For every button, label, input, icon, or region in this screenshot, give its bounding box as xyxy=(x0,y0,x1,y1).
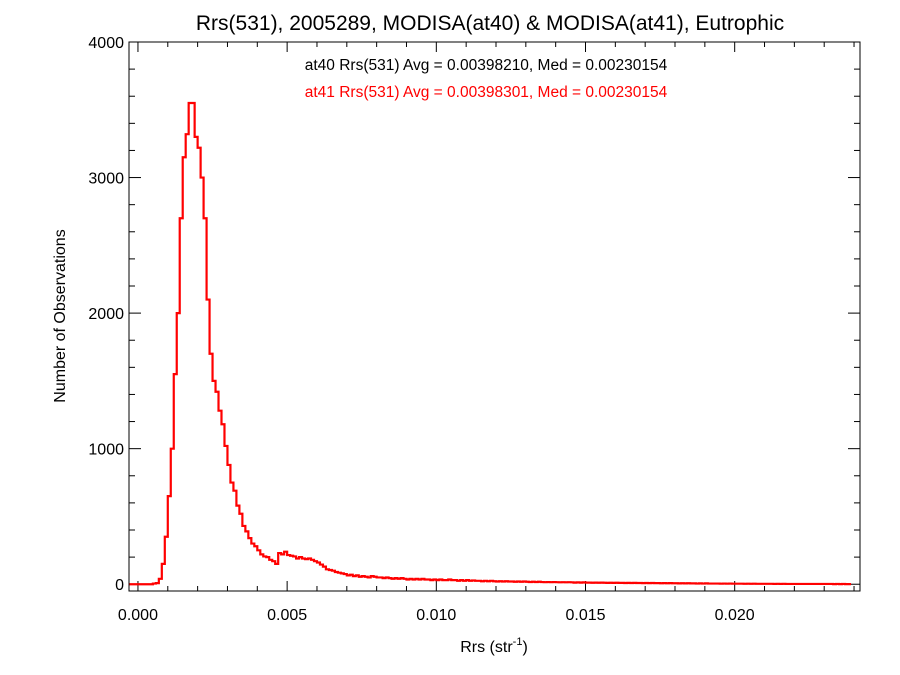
y-tick-label: 2000 xyxy=(88,306,124,323)
y-axis-label: Number of Observations xyxy=(52,229,69,402)
x-axis-label-suffix: ) xyxy=(522,639,527,656)
x-axis-label-main: Rrs (str xyxy=(460,639,513,656)
plot-frame xyxy=(128,41,861,592)
x-tick-label: 0.015 xyxy=(565,607,605,624)
x-axis-label-superscript: -1 xyxy=(513,636,523,648)
y-tick-label: 0 xyxy=(115,577,124,594)
x-tick-label: 0.000 xyxy=(118,607,158,624)
y-tick-label: 4000 xyxy=(88,35,124,52)
x-tick-label: 0.010 xyxy=(416,607,456,624)
y-tick-label: 3000 xyxy=(88,171,124,188)
annotation-at41: at41 Rrs(531) Avg = 0.00398301, Med = 0.… xyxy=(305,84,668,101)
x-tick-label: 0.005 xyxy=(267,607,307,624)
annotation-at40: at40 Rrs(531) Avg = 0.00398210, Med = 0.… xyxy=(305,57,668,74)
histogram-series-line xyxy=(129,101,852,586)
axes: 0.000 0.005 0.010 0.015 0.020 0 1000 2000 3000 40… xyxy=(88,35,860,624)
x-axis-label: Rrs (str-1) xyxy=(460,636,528,656)
chart-title: Rrs(531), 2005289, MODISA(at40) & MODISA… xyxy=(196,12,784,35)
x-tick-label: 0.020 xyxy=(715,607,755,624)
y-tick-label: 1000 xyxy=(88,442,124,459)
plot-series xyxy=(129,101,852,586)
